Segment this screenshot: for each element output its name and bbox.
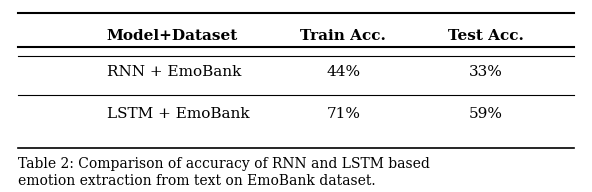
Text: 59%: 59%: [468, 107, 503, 121]
Text: Table 2: Comparison of accuracy of RNN and LSTM based
emotion extraction from te: Table 2: Comparison of accuracy of RNN a…: [18, 157, 430, 188]
Text: Test Acc.: Test Acc.: [448, 29, 523, 43]
Text: LSTM + EmoBank: LSTM + EmoBank: [107, 107, 249, 121]
Text: 71%: 71%: [326, 107, 361, 121]
Text: 44%: 44%: [326, 65, 361, 79]
Text: Model+Dataset: Model+Dataset: [107, 29, 238, 43]
Text: RNN + EmoBank: RNN + EmoBank: [107, 65, 241, 79]
Text: 33%: 33%: [468, 65, 503, 79]
Text: Train Acc.: Train Acc.: [300, 29, 387, 43]
